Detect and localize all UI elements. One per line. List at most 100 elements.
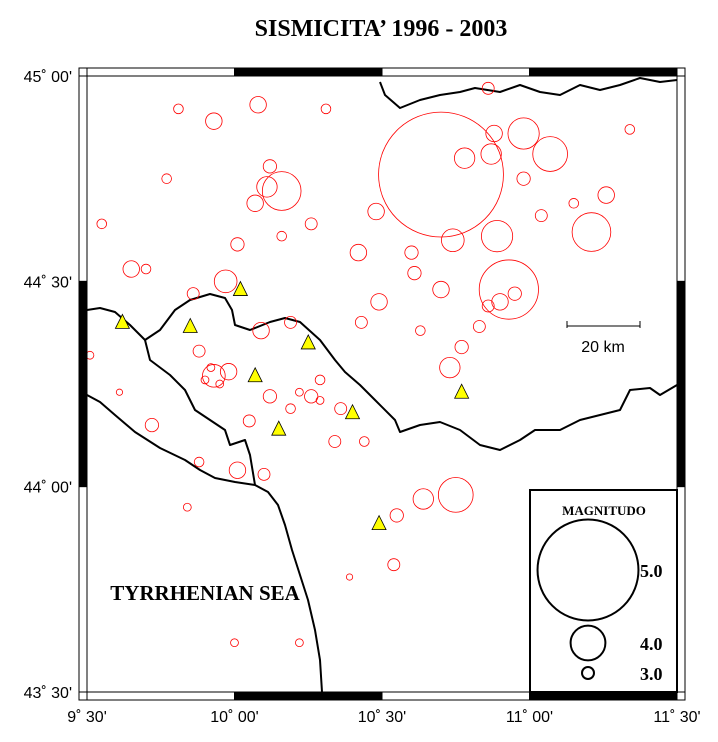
station — [344, 403, 361, 420]
event — [480, 143, 502, 165]
station — [232, 280, 249, 296]
scale-line — [566, 321, 641, 328]
event — [315, 396, 325, 405]
event — [507, 117, 540, 150]
event — [478, 259, 539, 320]
border-segment — [79, 281, 87, 487]
title: SISMICITA’ 1996 - 2003 — [255, 16, 508, 42]
regional-boundary — [86, 293, 678, 451]
event — [367, 202, 385, 221]
legend-circle — [581, 666, 595, 680]
event — [182, 502, 192, 512]
sea-label: TYRRHENIAN SEA — [110, 581, 300, 605]
frame-outer — [78, 67, 686, 701]
x-tick-label: 10˚ 00' — [210, 709, 258, 726]
legend-label: 5.0 — [640, 561, 663, 581]
event — [354, 315, 368, 329]
event — [571, 212, 612, 252]
legend-label: 3.0 — [640, 664, 663, 684]
regional-boundary — [379, 77, 678, 109]
event — [441, 228, 465, 253]
scale-bar: 20 km — [566, 321, 641, 356]
event — [192, 344, 206, 358]
y-tick-label: 44˚ 30' — [24, 274, 72, 291]
event — [230, 237, 245, 252]
event — [404, 245, 419, 260]
x-tick-label: 11˚ 30' — [653, 709, 700, 726]
event — [186, 287, 200, 301]
x-tick-label: 9˚ 30' — [67, 709, 107, 726]
event — [378, 111, 504, 238]
event — [472, 320, 486, 333]
event — [304, 389, 319, 404]
event — [261, 171, 302, 211]
event — [507, 286, 522, 301]
event — [532, 136, 568, 172]
event — [491, 293, 509, 311]
border-segment — [677, 281, 685, 487]
event — [276, 230, 287, 242]
x-tick-label: 10˚ 30' — [358, 709, 406, 726]
event — [415, 325, 426, 336]
event — [256, 176, 278, 198]
event — [485, 124, 503, 143]
event — [215, 379, 225, 389]
station — [454, 383, 470, 399]
y-tick-label: 44˚ 00' — [24, 480, 72, 497]
event — [389, 508, 404, 523]
event — [359, 436, 370, 447]
y-tick-label: 45˚ 00' — [24, 69, 72, 86]
event — [370, 293, 388, 311]
event — [144, 417, 159, 433]
event — [206, 363, 216, 372]
event — [200, 375, 210, 385]
event — [624, 124, 636, 135]
event — [412, 488, 434, 510]
event — [516, 171, 531, 186]
event — [481, 220, 514, 253]
event — [334, 402, 348, 416]
station — [271, 420, 287, 436]
event — [454, 339, 469, 355]
event — [115, 388, 124, 396]
boundaries — [86, 77, 678, 693]
border-segment — [234, 692, 382, 700]
legend-circle — [569, 624, 607, 662]
event — [122, 260, 140, 278]
event — [173, 103, 184, 115]
event — [481, 299, 495, 313]
legend-circle — [536, 518, 640, 622]
legend-label: 4.0 — [640, 634, 663, 654]
event — [345, 573, 354, 581]
y-tick-label: 43˚ 30' — [24, 685, 72, 702]
event — [349, 243, 368, 262]
stations — [114, 280, 470, 531]
regional-boundary — [144, 339, 256, 486]
coastline — [86, 394, 323, 693]
event — [205, 112, 223, 130]
event — [481, 81, 495, 95]
station — [371, 514, 387, 531]
legend-box — [529, 489, 678, 693]
event — [219, 363, 238, 381]
event — [228, 461, 247, 479]
event — [262, 389, 277, 404]
event — [597, 186, 615, 204]
event — [252, 321, 270, 340]
event — [295, 387, 304, 397]
event — [437, 477, 474, 513]
event — [242, 414, 256, 428]
x-tick-label: 11˚ 00' — [506, 709, 553, 726]
border-segment — [234, 68, 382, 76]
event — [230, 638, 239, 648]
station — [114, 313, 131, 329]
event — [407, 266, 422, 281]
event — [284, 315, 297, 329]
station — [182, 317, 198, 333]
event — [328, 435, 342, 448]
event — [213, 269, 238, 294]
scale-label: 20 km — [581, 339, 625, 356]
border-segment — [529, 68, 677, 76]
event — [453, 147, 476, 169]
